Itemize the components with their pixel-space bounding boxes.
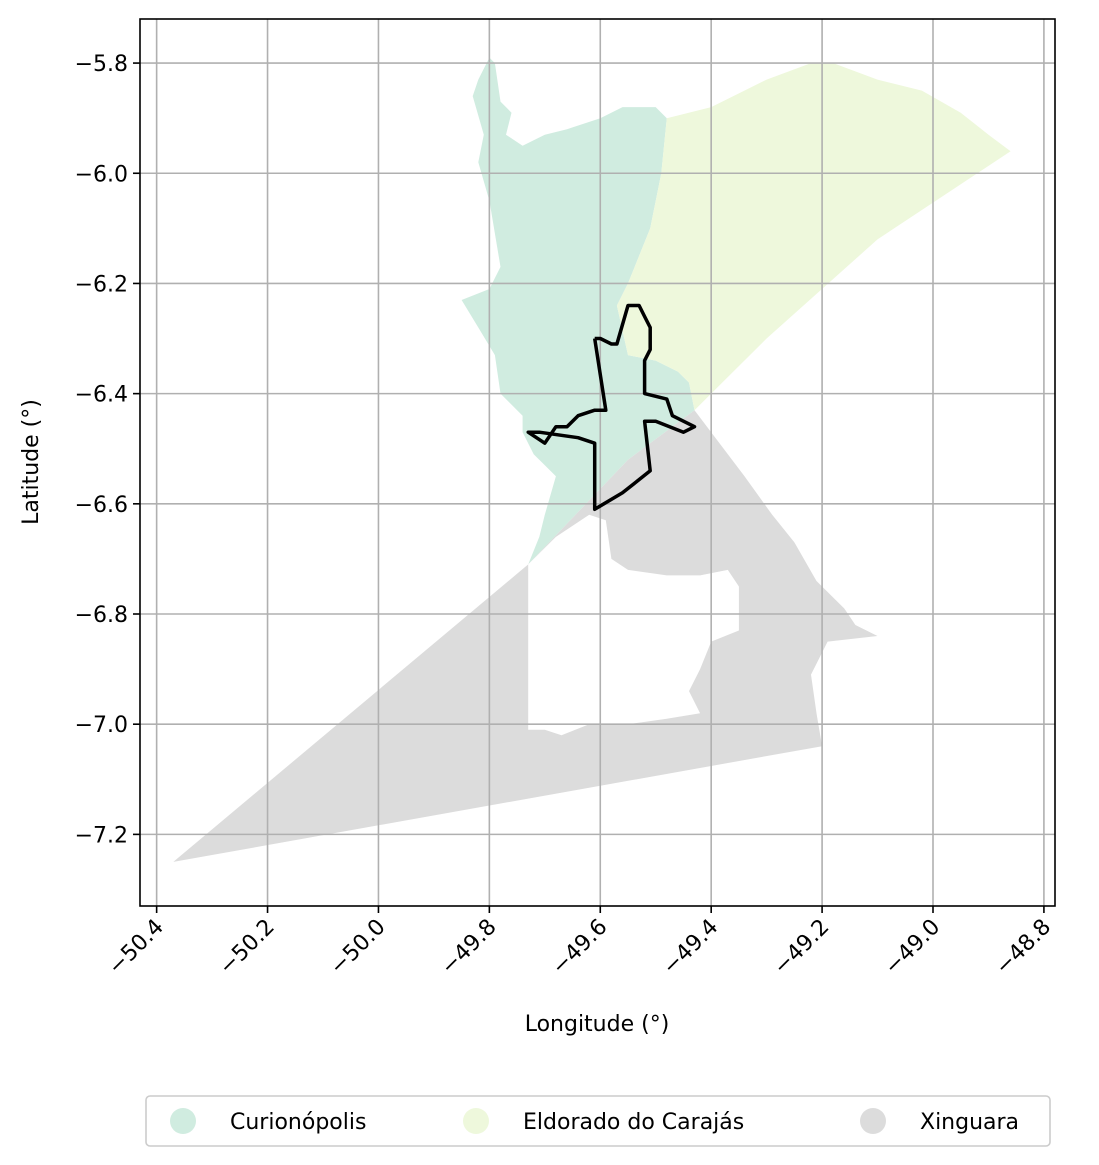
legend-marker-eldorado-do-carajas	[463, 1108, 489, 1134]
x-axis-label: Longitude (°)	[525, 1012, 670, 1037]
outline-layer	[526, 303, 697, 512]
y-tick-label: −6.2	[75, 272, 128, 297]
y-tick-label: −5.8	[75, 52, 128, 77]
plot-frame	[139, 18, 1056, 907]
x-tick-label: −49.6	[547, 915, 612, 980]
legend-label-xinguara: Xinguara	[920, 1110, 1019, 1135]
x-tick-label: −50.2	[214, 915, 279, 980]
x-tick-label: −50.0	[325, 915, 390, 980]
region-curionopolis	[461, 57, 695, 565]
y-tick-label: −7.0	[75, 713, 128, 738]
x-tick-label: −49.4	[658, 915, 723, 980]
legend-label-curionopolis: Curionópolis	[230, 1110, 366, 1135]
x-tick-label: −48.8	[991, 915, 1056, 980]
y-axis-label: Latitude (°)	[19, 399, 44, 525]
legend: Curionópolis Eldorado do Carajás Xinguara	[145, 1095, 1051, 1147]
y-tick-label: −6.8	[75, 603, 128, 628]
legend-label-eldorado-do-carajas: Eldorado do Carajás	[523, 1110, 744, 1135]
regions-layer	[173, 57, 1011, 862]
x-tick-label: −49.2	[769, 915, 834, 980]
region-eldorado-do-carajas	[616, 63, 1011, 411]
y-tick-label: −6.6	[75, 493, 128, 518]
legend-frame	[145, 1095, 1051, 1147]
region-xinguara-hole	[528, 514, 739, 736]
grid-layer	[140, 19, 1055, 906]
legend-marker-xinguara	[860, 1108, 886, 1134]
region-xinguara	[173, 410, 878, 862]
legend-marker-curionopolis	[170, 1108, 196, 1134]
x-tick-label: −49.0	[880, 915, 945, 980]
x-tick-label: −49.8	[436, 915, 501, 980]
boundary-outline	[526, 303, 697, 512]
y-tick-label: −7.2	[75, 823, 128, 848]
y-tick-label: −6.0	[75, 162, 128, 187]
x-tick-label: −50.4	[104, 915, 169, 980]
y-tick-label: −6.4	[75, 383, 128, 408]
